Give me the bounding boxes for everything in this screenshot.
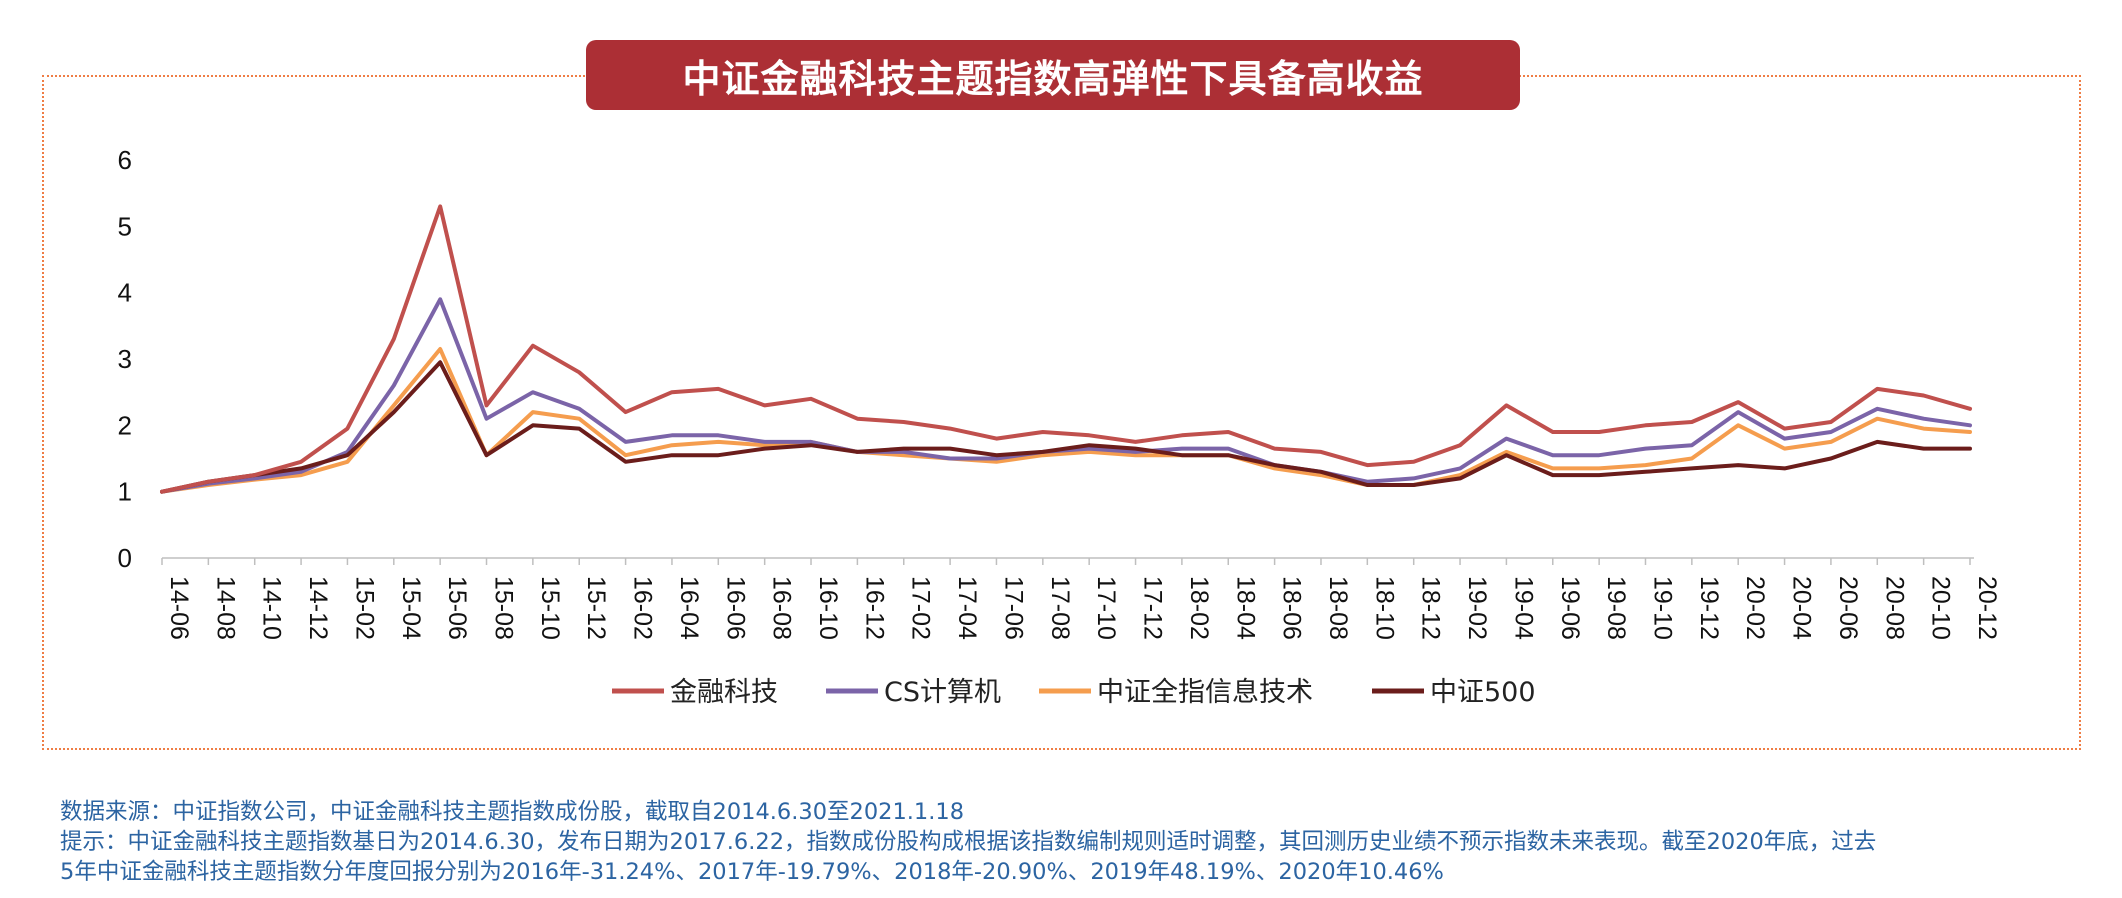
x-tick-label: 17-04 [953, 576, 981, 640]
legend-label: 中证全指信息技术 [1097, 677, 1313, 708]
x-tick-label: 19-06 [1556, 576, 1584, 640]
x-tick-label: 19-12 [1695, 576, 1723, 640]
y-tick-label: 0 [118, 543, 132, 573]
x-tick-label: 19-10 [1648, 576, 1676, 640]
x-tick-label: 14-06 [165, 576, 193, 640]
y-tick-label: 3 [118, 344, 132, 374]
source-note: 数据来源：中证指数公司，中证金融科技主题指数成份股，截取自2014.6.30至2… [60, 799, 965, 825]
y-tick-label: 5 [118, 211, 132, 241]
legend-label: 中证500 [1430, 677, 1536, 708]
x-tick-label: 15-04 [397, 576, 425, 640]
x-tick-label: 15-12 [582, 576, 610, 640]
returns-note: 5年中证金融科技主题指数分年度回报分别为2016年-31.24%、2017年-1… [60, 859, 1444, 885]
legend-label: CS计算机 [884, 677, 1001, 708]
series-line-cs_jisuanji [160, 297, 1972, 494]
x-tick-label: 16-12 [860, 576, 888, 640]
y-tick-label: 4 [118, 278, 132, 308]
footnotes: 数据来源：中证指数公司，中证金融科技主题指数成份股，截取自2014.6.30至2… [60, 797, 2080, 887]
chart-title: 中证金融科技主题指数高弹性下具备高收益 [586, 40, 1520, 110]
legend-label: 金融科技 [670, 677, 778, 708]
x-tick-label: 17-12 [1139, 576, 1167, 640]
x-tick-label: 20-10 [1927, 576, 1955, 640]
x-tick-label: 20-02 [1741, 576, 1769, 640]
x-tick-label: 17-02 [907, 576, 935, 640]
x-tick-label: 18-04 [1231, 576, 1259, 640]
x-tick-label: 16-10 [814, 576, 842, 640]
x-tick-label: 15-10 [536, 576, 564, 640]
series-line-zhongzheng_xinxi [160, 347, 1972, 494]
x-tick-label: 17-10 [1092, 576, 1120, 640]
x-tick-label: 16-06 [721, 576, 749, 640]
x-tick-label: 20-12 [1973, 576, 2001, 640]
x-tick-label: 16-02 [629, 576, 657, 640]
x-tick-label: 16-04 [675, 576, 703, 640]
x-tick-label: 20-04 [1788, 576, 1816, 640]
x-tick-label: 18-10 [1370, 576, 1398, 640]
y-tick-label: 2 [118, 410, 132, 440]
x-tick-label: 19-02 [1463, 576, 1491, 640]
x-tick-label: 18-02 [1185, 576, 1213, 640]
x-tick-label: 16-08 [768, 576, 796, 640]
x-tick-label: 18-08 [1324, 576, 1352, 640]
y-tick-label: 6 [118, 145, 132, 175]
x-tick-label: 14-08 [211, 576, 239, 640]
series-line-jinrongkeji [160, 204, 1972, 494]
x-tick-label: 15-02 [350, 576, 378, 640]
y-tick-label: 1 [118, 477, 132, 507]
disclaimer-note: 提示：中证金融科技主题指数基日为2014.6.30，发布日期为2017.6.22… [60, 829, 1877, 855]
x-tick-label: 15-06 [443, 576, 471, 640]
x-tick-label: 20-06 [1834, 576, 1862, 640]
x-tick-label: 14-10 [258, 576, 286, 640]
x-tick-label: 19-08 [1602, 576, 1630, 640]
x-tick-label: 20-08 [1880, 576, 1908, 640]
x-tick-label: 19-04 [1509, 576, 1537, 640]
x-tick-label: 18-12 [1417, 576, 1445, 640]
x-tick-label: 14-12 [304, 576, 332, 640]
x-tick-label: 18-06 [1278, 576, 1306, 640]
x-tick-label: 15-08 [490, 576, 518, 640]
x-tick-label: 17-08 [1046, 576, 1074, 640]
series-line-zhongzheng500 [160, 360, 1972, 494]
x-tick-label: 17-06 [999, 576, 1027, 640]
